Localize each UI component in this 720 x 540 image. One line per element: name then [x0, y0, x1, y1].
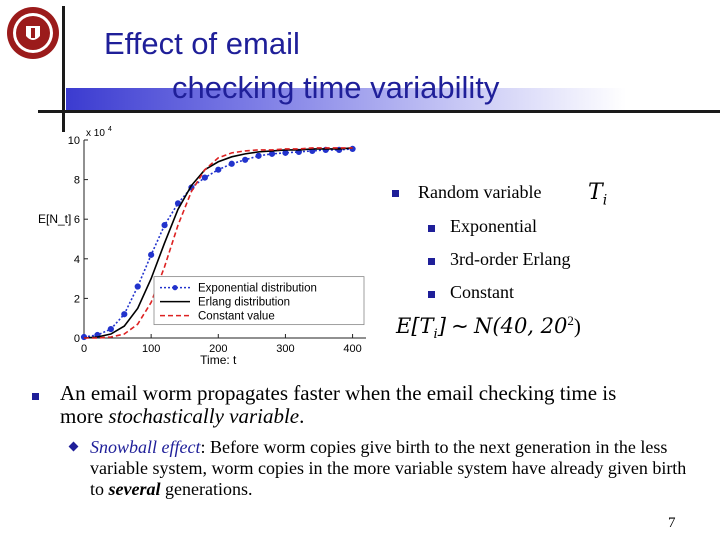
slide-title-line2: checking time variability — [172, 70, 500, 105]
data-point — [282, 149, 289, 156]
option-constant: Constant — [450, 282, 515, 302]
bullet-exponential — [428, 225, 435, 232]
main-point-line1: An email worm propagates faster when the… — [60, 381, 617, 405]
y-tick-label: 10 — [68, 135, 80, 147]
y-multiplier-label: x 10 — [86, 128, 105, 139]
data-point — [228, 160, 235, 167]
data-point — [268, 150, 276, 157]
y-multiplier-exponent: 4 — [108, 126, 112, 133]
y-tick-label: 2 — [74, 293, 80, 305]
bullet-main-point — [32, 393, 39, 400]
bullet-snowball — [68, 441, 79, 452]
x-tick-label: 400 — [343, 343, 361, 355]
data-point — [201, 174, 208, 181]
y-tick-label: 6 — [74, 214, 80, 226]
legend-entry-2: Constant value — [198, 311, 275, 323]
legend-entry-1: Erlang distribution — [198, 297, 290, 309]
frame-horizontal-bar — [38, 110, 720, 113]
data-point — [80, 333, 88, 341]
x-axis-label: Time: t — [200, 353, 237, 367]
data-point — [255, 152, 262, 159]
x-tick-label: 0 — [81, 343, 87, 355]
data-point — [349, 145, 356, 153]
x-tick-label: 300 — [276, 343, 294, 355]
university-seal-icon — [7, 7, 59, 59]
page-number: 7 — [668, 515, 676, 531]
y-tick-label: 4 — [74, 254, 80, 266]
random-variable-symbol: Ti — [588, 180, 608, 209]
data-point — [161, 222, 168, 229]
legend-entry-0: Exponential distribution — [198, 283, 317, 295]
y-tick-label: 8 — [74, 175, 80, 187]
slide-title-line1: Effect of email — [104, 26, 300, 61]
data-point — [107, 325, 114, 333]
y-tick-label: 0 — [74, 333, 80, 345]
data-point — [148, 251, 155, 258]
data-point — [121, 311, 128, 318]
x-tick-label: 100 — [142, 343, 160, 355]
legend-marker — [172, 285, 178, 291]
series-line-2 — [84, 147, 353, 339]
bullet-constant — [428, 291, 435, 298]
data-point — [134, 283, 141, 290]
data-point — [215, 166, 222, 173]
frame-vertical-bar — [62, 6, 65, 132]
data-point — [242, 156, 249, 163]
random-variable-label: Random variable — [418, 182, 542, 202]
legend-box — [153, 276, 365, 326]
title-underline-gradient — [66, 88, 626, 110]
option-exponential: Exponential — [450, 216, 537, 236]
y-axis-label: E[N_t] — [38, 212, 71, 226]
formula-distribution: E[Ti] ∼ N(40, 202) — [396, 313, 581, 343]
snowball-effect-text: Snowball effect: Before worm copies give… — [90, 437, 687, 499]
bullet-erlang — [428, 258, 435, 265]
series-line-1 — [83, 147, 353, 339]
option-erlang: 3rd-order Erlang — [450, 249, 571, 269]
main-point-line2: more stochastically variable. — [60, 404, 305, 428]
x-tick-label: 200 — [209, 343, 227, 355]
bullet-random-variable — [392, 190, 399, 197]
